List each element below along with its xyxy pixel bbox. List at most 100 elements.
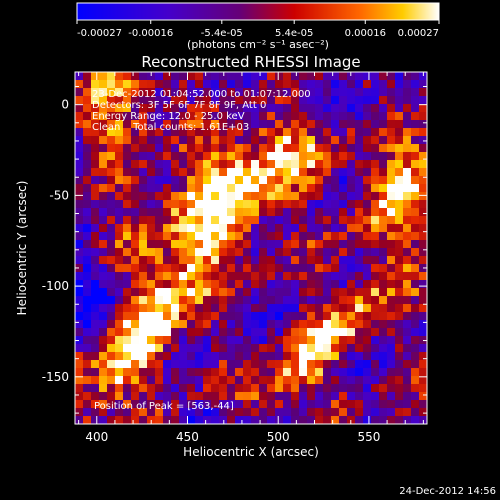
heatmap-cell (283, 168, 292, 177)
heatmap-cell (123, 328, 132, 337)
heatmap-cell (323, 240, 332, 249)
heatmap-cell (323, 160, 332, 169)
heatmap-cell (339, 280, 348, 289)
heatmap-cell (203, 232, 212, 241)
heatmap-cell (371, 104, 380, 113)
heatmap-cell (179, 256, 188, 265)
heatmap-cell (379, 160, 388, 169)
heatmap-cell (411, 224, 420, 233)
heatmap-cell (299, 240, 308, 249)
heatmap-cell (275, 240, 284, 249)
heatmap-cell (363, 352, 372, 361)
heatmap-cell (171, 312, 180, 321)
heatmap-cell (131, 80, 140, 89)
heatmap-cell (203, 192, 212, 201)
heatmap-cell (243, 120, 252, 129)
heatmap-cell (387, 360, 396, 369)
heatmap-cell (251, 360, 260, 369)
heatmap-cell (75, 312, 84, 321)
heatmap-cell (299, 120, 308, 129)
heatmap-cell (387, 200, 396, 209)
heatmap-cell (203, 136, 212, 145)
heatmap-cell (235, 176, 244, 185)
heatmap-cell (139, 88, 148, 97)
heatmap-cell (251, 184, 260, 193)
heatmap-cell (347, 272, 356, 281)
heatmap-cell (299, 296, 308, 305)
heatmap-cell (219, 128, 228, 137)
heatmap-cell (419, 128, 427, 137)
heatmap-cell (75, 240, 84, 249)
heatmap-cell (99, 360, 108, 369)
heatmap-cell (347, 72, 356, 81)
heatmap-cell (411, 88, 420, 97)
heatmap-cell (299, 72, 308, 81)
heatmap-cell (107, 296, 116, 305)
heatmap-cell (91, 120, 100, 129)
heatmap-cell (283, 248, 292, 257)
heatmap-cell (147, 376, 156, 385)
heatmap-cell (115, 224, 124, 233)
heatmap-cell (123, 160, 132, 169)
heatmap-cell (155, 256, 164, 265)
heatmap-cell (211, 400, 220, 409)
heatmap-cell (371, 368, 380, 377)
heatmap-cell (211, 232, 220, 241)
colorbar (77, 3, 439, 20)
heatmap-cell (75, 344, 84, 353)
heatmap-cell (219, 360, 228, 369)
heatmap-cell (187, 416, 196, 424)
heatmap-cell (227, 328, 236, 337)
heatmap-cell (187, 152, 196, 161)
heatmap-cell (155, 136, 164, 145)
heatmap-cell (387, 288, 396, 297)
heatmap-cell (107, 232, 116, 241)
heatmap-cell (115, 264, 124, 273)
heatmap-cell (299, 400, 308, 409)
heatmap-cell (299, 136, 308, 145)
heatmap-cell (299, 288, 308, 297)
heatmap-cell (83, 312, 92, 321)
heatmap-cell (371, 136, 380, 145)
heatmap-cell (99, 400, 108, 409)
heatmap-cell (235, 96, 244, 105)
heatmap-cell (275, 384, 284, 393)
heatmap-cell (235, 208, 244, 217)
heatmap-cell (291, 80, 300, 89)
heatmap-cell (259, 360, 268, 369)
heatmap-cell (139, 376, 148, 385)
heatmap-cell (315, 256, 324, 265)
heatmap-cell (115, 104, 124, 113)
heatmap-cell (355, 152, 364, 161)
heatmap-cell (195, 104, 204, 113)
heatmap-cell (283, 240, 292, 249)
heatmap-cell (147, 216, 156, 225)
heatmap-cell (219, 248, 228, 257)
heatmap-cell (123, 304, 132, 313)
heatmap-cell (395, 400, 404, 409)
heatmap-cell (187, 296, 196, 305)
heatmap-cell (219, 408, 228, 417)
heatmap-cell (299, 176, 308, 185)
heatmap-cell (243, 144, 252, 153)
heatmap-cell (291, 384, 300, 393)
heatmap-cell (411, 192, 420, 201)
heatmap-cell (379, 312, 388, 321)
heatmap-cell (363, 72, 372, 81)
heatmap-cell (307, 368, 316, 377)
heatmap-cell (275, 400, 284, 409)
heatmap-cell (299, 416, 308, 424)
heatmap-cell (355, 264, 364, 273)
heatmap-cell (411, 232, 420, 241)
heatmap-cell (251, 128, 260, 137)
heatmap-cell (323, 208, 332, 217)
heatmap-cell (299, 168, 308, 177)
heatmap-cell (259, 232, 268, 241)
heatmap-cell (235, 136, 244, 145)
heatmap-cell (243, 216, 252, 225)
heatmap-cell (187, 336, 196, 345)
heatmap-cell (259, 216, 268, 225)
heatmap-cell (83, 336, 92, 345)
heatmap-cell (315, 88, 324, 97)
heatmap-cell (235, 184, 244, 193)
